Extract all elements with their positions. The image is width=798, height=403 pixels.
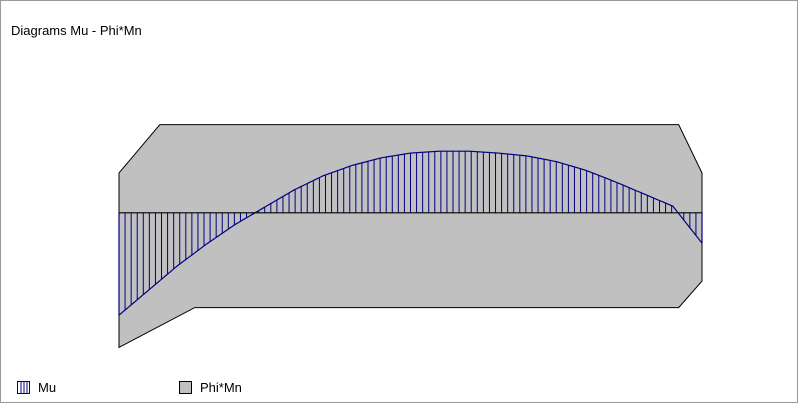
legend-label-phimn: Phi*Mn <box>200 379 242 395</box>
legend-swatch-phimn <box>179 380 192 394</box>
chart-title: Diagrams Mu - Phi*Mn <box>11 23 142 38</box>
legend-item-mu: Mu <box>17 377 56 397</box>
mu-series <box>118 150 703 316</box>
legend-label-mu: Mu <box>38 379 57 395</box>
legend-swatch-mu <box>17 380 30 394</box>
legend-item-phimn: Phi*Mn <box>179 377 242 397</box>
mu-curve <box>118 150 703 316</box>
